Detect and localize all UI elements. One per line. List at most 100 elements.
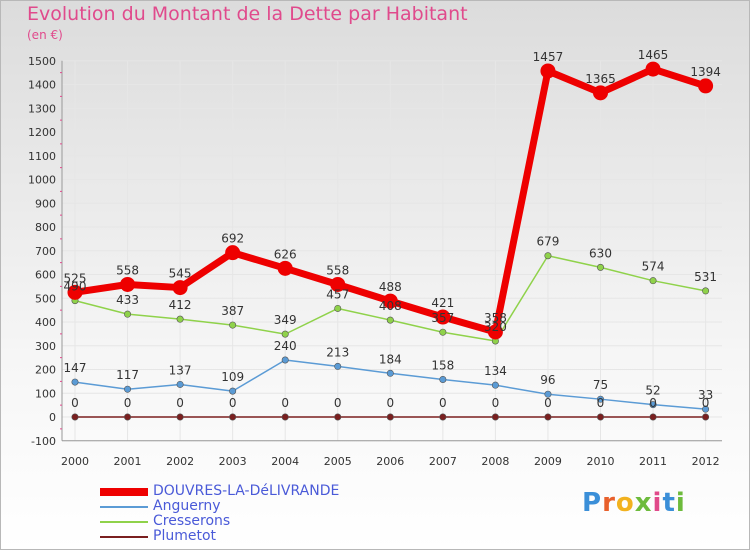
data-label: 1465 (638, 48, 669, 62)
y-tick-label: 600 (35, 269, 56, 282)
x-tick-label: 2000 (61, 455, 89, 468)
data-label: 0 (176, 396, 184, 410)
data-label: 357 (431, 311, 454, 325)
data-point (229, 321, 237, 329)
data-label: 240 (274, 339, 297, 353)
x-tick-label: 2003 (219, 455, 247, 468)
y-tick-label: 1300 (28, 102, 56, 115)
data-point (124, 385, 132, 393)
data-point (439, 375, 447, 383)
data-point (487, 324, 503, 340)
legend-swatch (100, 506, 148, 508)
data-label: 147 (64, 361, 87, 375)
data-label: 52 (645, 384, 660, 398)
data-point (281, 330, 289, 338)
data-point (439, 328, 447, 336)
y-tick-label: 1200 (28, 126, 56, 139)
data-label: 490 (64, 280, 87, 294)
data-point (435, 309, 451, 325)
data-label: 0 (386, 396, 394, 410)
data-label: 184 (379, 352, 402, 366)
data-label: 558 (116, 263, 139, 277)
y-tick-label: 100 (35, 387, 56, 400)
data-label: 421 (431, 296, 454, 310)
legend-label: DOUVRES-LA-DéLIVRANDE (153, 483, 340, 499)
data-label: 0 (229, 396, 237, 410)
data-label: 0 (544, 396, 552, 410)
chart-unit-label: (en €) (27, 28, 63, 42)
x-tick-label: 2002 (166, 455, 194, 468)
data-label: 525 (64, 271, 87, 285)
data-label: 0 (71, 396, 79, 410)
data-point (281, 413, 289, 421)
data-point (386, 369, 394, 377)
data-point (334, 362, 342, 370)
data-point (596, 413, 604, 421)
logo-letter: t (662, 488, 676, 518)
y-tick-label: 200 (35, 364, 56, 377)
data-point (491, 413, 499, 421)
data-point (229, 413, 237, 421)
data-label: 626 (274, 247, 297, 261)
data-label: 358 (484, 311, 507, 325)
data-label: 109 (221, 370, 244, 384)
y-tick-label: 800 (35, 221, 56, 234)
data-point (382, 293, 398, 309)
data-label: 117 (116, 368, 139, 382)
data-label: 412 (169, 298, 192, 312)
data-point (176, 380, 184, 388)
y-tick-label: 500 (35, 292, 56, 305)
legend-swatch (100, 536, 148, 538)
data-point (491, 381, 499, 389)
data-point (544, 252, 552, 260)
y-tick-label: 900 (35, 197, 56, 210)
logo-letter: o (615, 488, 635, 518)
data-point (649, 401, 657, 409)
x-tick-label: 2008 (481, 455, 509, 468)
data-label: 0 (334, 396, 342, 410)
data-label: 0 (649, 396, 657, 410)
x-tick-label: 2004 (271, 455, 299, 468)
data-point (334, 304, 342, 312)
y-tick-label: 700 (35, 245, 56, 258)
legend-label: Anguerny (153, 498, 221, 514)
legend-label: Plumetot (153, 528, 216, 544)
data-label: 0 (702, 396, 710, 410)
x-tick-label: 2005 (324, 455, 352, 468)
y-tick-label: 300 (35, 340, 56, 353)
chart-title: Evolution du Montant de la Dette par Hab… (27, 3, 468, 25)
x-tick-label: 2009 (534, 455, 562, 468)
y-tick-label: 1500 (28, 55, 56, 68)
data-label: 96 (540, 373, 555, 387)
data-label: 457 (326, 287, 349, 301)
data-label: 1365 (585, 72, 616, 86)
data-point (386, 316, 394, 324)
data-point (540, 63, 556, 79)
data-point (702, 413, 710, 421)
logo-letter: P (582, 488, 603, 518)
x-tick-label: 2001 (114, 455, 142, 468)
data-point (330, 276, 346, 292)
data-label: 433 (116, 293, 139, 307)
data-label: 692 (221, 232, 244, 246)
data-label: 0 (281, 396, 289, 410)
logo-letter: i (652, 488, 663, 518)
proxiti-logo: Proxiti (582, 488, 686, 518)
data-label: 1457 (533, 50, 564, 64)
data-label: 0 (597, 396, 605, 410)
y-tick-label: 1400 (28, 79, 56, 92)
y-tick-label: 1000 (28, 174, 56, 187)
x-tick-label: 2012 (692, 455, 720, 468)
legend-swatch (100, 521, 148, 523)
data-label: 0 (439, 396, 447, 410)
logo-letter: r (602, 488, 616, 518)
data-point (544, 413, 552, 421)
data-label: 33 (698, 388, 713, 402)
data-point (649, 277, 657, 285)
data-label: 0 (492, 396, 500, 410)
data-point (71, 413, 79, 421)
data-label: 137 (169, 363, 192, 377)
data-point (649, 413, 657, 421)
data-point (172, 280, 188, 296)
